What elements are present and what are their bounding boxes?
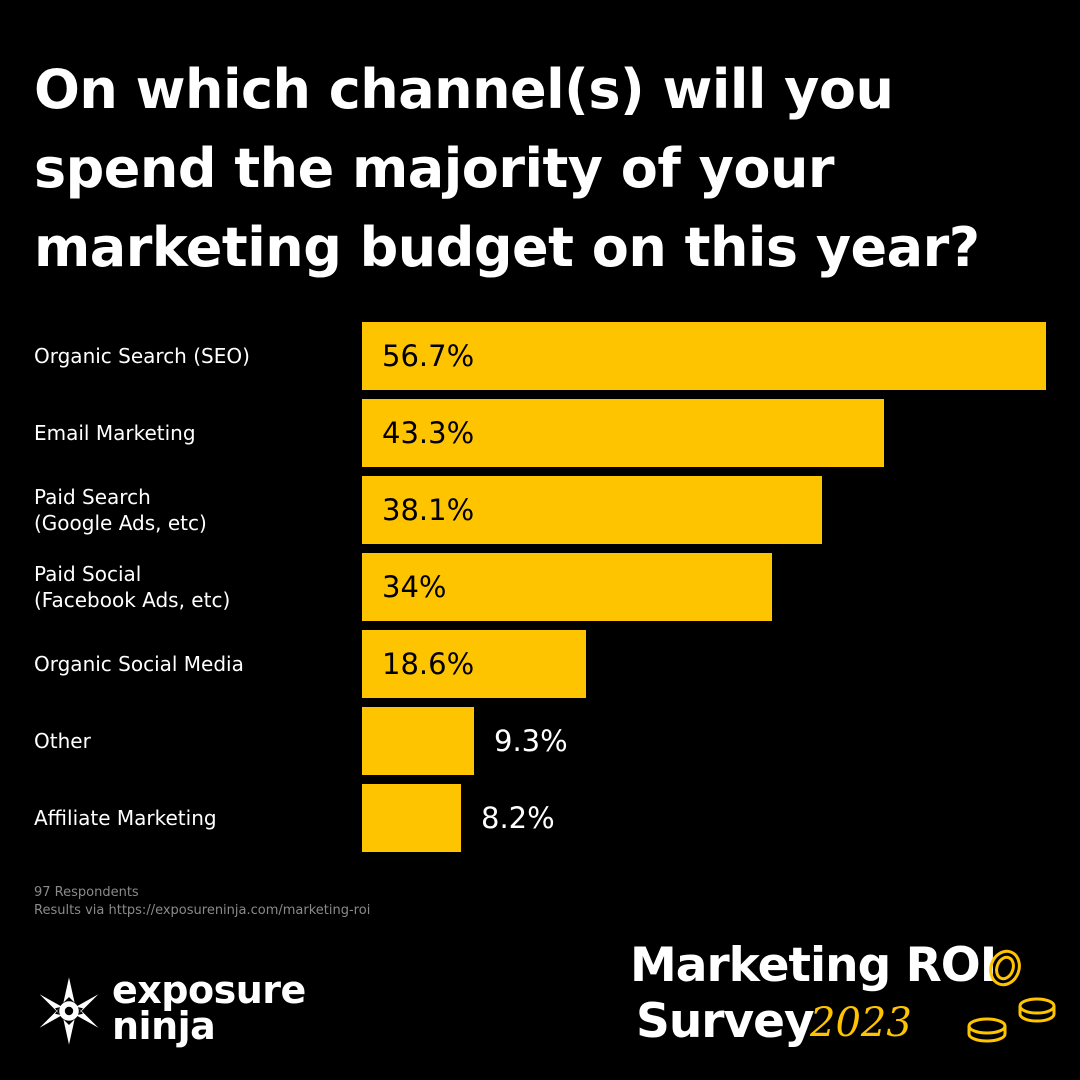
bar-label: Other — [34, 729, 91, 753]
bar-value-label: 18.6% — [382, 647, 475, 681]
survey-title-line1: Marketing ROI — [630, 938, 997, 993]
bar-value-label: 8.2% — [481, 801, 555, 835]
bar-value-label: 34% — [382, 570, 447, 604]
bar-label: Organic Search (SEO) — [34, 344, 250, 368]
bar — [362, 784, 461, 852]
bar-label: Paid Social (Facebook Ads, etc) — [34, 562, 231, 612]
footnote: 97 Respondents Results via https://expos… — [34, 884, 370, 920]
source-note: Results via https://exposureninja.com/ma… — [34, 903, 371, 918]
page-title: On which channel(s) will you spend the m… — [34, 58, 980, 279]
survey-badge: Marketing ROI Survey 2023 — [630, 938, 1060, 1058]
bar-label: Affiliate Marketing — [34, 806, 217, 830]
ninja-star-icon — [39, 977, 99, 1045]
bar-chart: Organic Search (SEO) 56.7% Email Marketing… — [0, 300, 1080, 870]
bar-value-label: 56.7% — [382, 339, 475, 373]
bar — [362, 630, 586, 698]
brand-name-line2: ninja — [112, 1004, 216, 1048]
bar — [362, 322, 1046, 390]
bar — [362, 707, 474, 775]
bar — [362, 476, 822, 544]
bar-value-label: 9.3% — [494, 724, 568, 758]
bar — [362, 399, 884, 467]
respondents-count: 97 Respondents — [34, 885, 139, 900]
bar — [362, 553, 772, 621]
brand-name: exposure ninja — [112, 968, 306, 1048]
bar-label: Email Marketing — [34, 421, 196, 445]
coins-icon — [967, 949, 1056, 1043]
brand-logo-block: exposure ninja — [34, 968, 354, 1058]
bar-value-label: 38.1% — [382, 493, 475, 527]
bar-value-label: 43.3% — [382, 416, 475, 450]
survey-year: 2023 — [810, 1000, 912, 1046]
bar-label: Organic Social Media — [34, 652, 244, 676]
survey-title-line2: Survey — [636, 994, 815, 1049]
brand-name-line1: exposure — [112, 968, 306, 1012]
bar-label: Paid Search (Google Ads, etc) — [34, 485, 207, 535]
